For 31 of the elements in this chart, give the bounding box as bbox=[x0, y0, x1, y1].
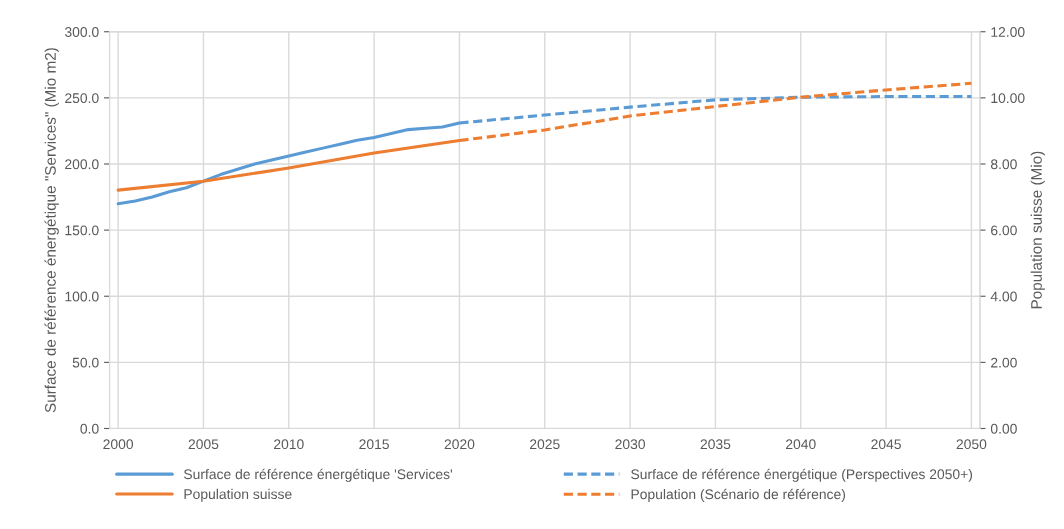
y-tick-label: 300.0 bbox=[64, 27, 99, 37]
y2-tick-label: 8.00 bbox=[990, 159, 1017, 170]
x-tick-label: 2035 bbox=[700, 439, 731, 450]
legend-label: Population suisse bbox=[184, 488, 292, 502]
x-tick-label: 2005 bbox=[188, 439, 219, 450]
y2-tick-label: 10.00 bbox=[991, 93, 1025, 104]
legend-label: Surface de référence énergétique 'Services' bbox=[183, 468, 452, 482]
legend-label: Population (Scénario de référence) bbox=[631, 488, 845, 502]
y-tick-label: 250.0 bbox=[65, 93, 99, 104]
y2-tick-label: 12.00 bbox=[991, 27, 1025, 37]
y-tick-label: 50.0 bbox=[72, 357, 99, 368]
y2-tick-label: 2.00 bbox=[991, 357, 1017, 368]
x-tick-label: 2015 bbox=[359, 439, 389, 450]
y2-tick-label: 6.00 bbox=[991, 225, 1017, 236]
x-tick-label: 2025 bbox=[530, 439, 560, 450]
x-tick-label: 2050 bbox=[956, 439, 987, 450]
y2-tick-label: 4.00 bbox=[990, 291, 1017, 302]
y2-axis-title: Population suisse (Mio) bbox=[1030, 151, 1045, 309]
x-tick-label: 2040 bbox=[786, 439, 816, 450]
x-tick-label: 2020 bbox=[444, 439, 475, 450]
y2-tick-label: 0.00 bbox=[990, 423, 1017, 434]
x-tick-label: 2010 bbox=[274, 439, 304, 450]
x-tick-label: 2030 bbox=[615, 439, 645, 450]
x-tick-label: 2045 bbox=[871, 439, 901, 450]
y-axis-title: Surface de référence énergétique "Services" (Mio m2) bbox=[44, 48, 59, 413]
y-tick-label: 150.0 bbox=[65, 225, 99, 236]
x-tick-label: 2000 bbox=[103, 439, 134, 450]
y-tick-label: 100.0 bbox=[65, 291, 99, 302]
legend-label: Surface de référence énergétique (Perspectives 2050+) bbox=[631, 468, 973, 482]
y-tick-label: 0.0 bbox=[80, 423, 99, 434]
y-tick-label: 200.0 bbox=[65, 159, 99, 170]
